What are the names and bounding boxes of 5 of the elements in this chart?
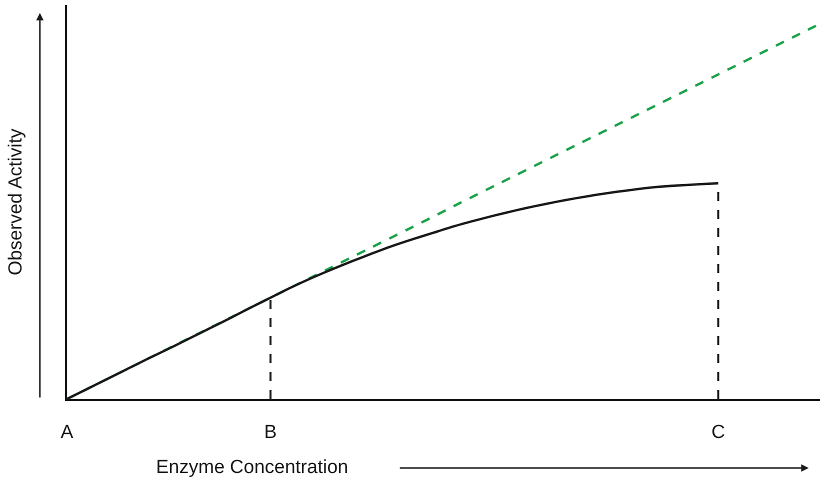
- x-axis-title: Enzyme Concentration: [156, 457, 348, 478]
- x-tick-label: A: [60, 422, 74, 443]
- y-axis-title: Observed Activity: [5, 128, 26, 276]
- x-tick-label: B: [264, 422, 277, 443]
- x-tick-label: C: [711, 422, 726, 443]
